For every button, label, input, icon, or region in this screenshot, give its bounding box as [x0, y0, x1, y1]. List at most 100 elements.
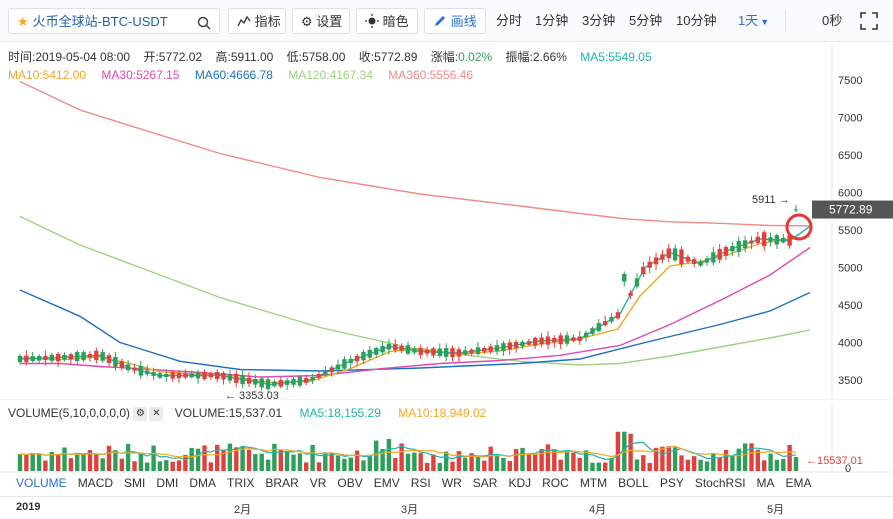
- candle-body: [488, 346, 493, 352]
- ma-lines: [19, 80, 811, 386]
- gear-icon[interactable]: ⚙: [133, 406, 148, 421]
- indicator-tab-emv[interactable]: EMV: [373, 476, 400, 490]
- candle-body: [367, 349, 372, 358]
- indicator-tab-psy[interactable]: PSY: [659, 476, 684, 490]
- ma-legend: MA10:5412.00 MA30:5267.15 MA60:4666.78 M…: [8, 68, 485, 82]
- candle-body: [291, 379, 296, 385]
- candle-body: [698, 261, 703, 266]
- volume-bar: [742, 443, 748, 471]
- info-change-value: 0.02%: [458, 50, 493, 64]
- settings-button[interactable]: ⚙ 设置: [292, 8, 350, 34]
- candle-body: [615, 312, 621, 319]
- candle-body: [259, 378, 264, 388]
- gear-icon: ⚙: [301, 14, 313, 29]
- info-amplitude: 振幅:2.66%: [505, 50, 567, 64]
- draw-button[interactable]: 画线: [424, 8, 486, 34]
- fullscreen-icon[interactable]: [860, 12, 878, 38]
- countdown: 0秒: [822, 13, 843, 28]
- close-icon[interactable]: ✕: [149, 406, 164, 421]
- indicator-tab-volume[interactable]: VOLUME: [16, 476, 67, 490]
- volume-bar: [43, 460, 48, 471]
- volume-bar: [195, 448, 201, 471]
- volume-bar: [628, 433, 633, 471]
- period-5[interactable]: 10分钟: [676, 13, 717, 28]
- candle-body: [87, 354, 93, 358]
- volume-bar: [138, 453, 144, 471]
- indicator-tab-smi[interactable]: SMI: [124, 476, 146, 490]
- indicator-tab-rsi[interactable]: RSI: [410, 476, 431, 490]
- indicator-tab-sar[interactable]: SAR: [472, 476, 498, 490]
- theme-button[interactable]: 暗色: [356, 8, 418, 34]
- volume-bar: [68, 458, 74, 471]
- candle-body: [284, 380, 290, 385]
- symbol-selector[interactable]: ★ 火币全球站-BTC-USDT: [8, 8, 220, 34]
- indicator-tab-ema[interactable]: EMA: [785, 476, 812, 490]
- indicator-tab-dma[interactable]: DMA: [189, 476, 217, 490]
- candle-body: [278, 380, 283, 387]
- candle-body: [787, 235, 792, 246]
- volume-bar: [711, 453, 716, 471]
- candle-body: [56, 353, 61, 362]
- ma10-line: [19, 235, 811, 384]
- period-4[interactable]: 5分钟: [629, 13, 663, 28]
- highlight-circle: [785, 213, 813, 241]
- candle-body: [43, 356, 48, 361]
- indicator-tab-stochrsi[interactable]: StochRSI: [694, 476, 746, 490]
- volume-bar: [418, 453, 423, 471]
- period-2[interactable]: 1分钟: [535, 13, 569, 28]
- indicator-tab-macd[interactable]: MACD: [77, 476, 114, 490]
- volume-bar: [793, 457, 799, 471]
- candle-body: [475, 347, 481, 354]
- candle-body: [138, 365, 144, 376]
- candle-body: [533, 337, 538, 346]
- price-chart[interactable]: 7500 7000 6500 6000 5500 5000 4500 4000 3500 591…: [0, 0, 893, 400]
- candle-body: [774, 235, 780, 245]
- indicator-tab-vr[interactable]: VR: [309, 476, 327, 490]
- indicators-button[interactable]: 指标: [228, 8, 286, 34]
- indicator-tab-brar[interactable]: BRAR: [265, 476, 299, 490]
- price-tick: 7000: [838, 113, 862, 125]
- period-1[interactable]: 分时: [496, 13, 523, 28]
- indicator-tab-mtm[interactable]: MTM: [579, 476, 608, 490]
- volume-bar: [36, 453, 42, 471]
- indicator-tab-dmi[interactable]: DMI: [156, 476, 179, 490]
- volume-bar: [310, 445, 315, 471]
- star-icon[interactable]: ★: [17, 14, 29, 29]
- indicator-tab-trix[interactable]: TRIX: [227, 476, 255, 490]
- indicator-tab-ma[interactable]: MA: [756, 476, 775, 490]
- candle-body: [609, 317, 614, 322]
- volume-bar: [284, 451, 290, 471]
- candle-body: [62, 355, 67, 360]
- candle-body: [36, 356, 42, 361]
- volume-bar: [361, 460, 366, 471]
- candle-body: [272, 381, 277, 387]
- volume-bar: [596, 462, 601, 471]
- indicator-tab-roc[interactable]: ROC: [542, 476, 569, 490]
- toolbar-divider: [785, 10, 786, 32]
- price-tick: 6500: [838, 150, 862, 162]
- candle-body: [151, 371, 156, 376]
- volume-bar: [164, 460, 169, 471]
- indicator-tab-obv[interactable]: OBV: [337, 476, 363, 490]
- candle-body: [24, 355, 29, 362]
- volume-chart[interactable]: ←15537.01 0: [0, 403, 893, 473]
- candle-body: [405, 345, 411, 354]
- high-label: 5911 →: [752, 194, 790, 206]
- volume-bar: [272, 443, 277, 471]
- candle-body: [380, 345, 385, 353]
- candle-body: [520, 341, 525, 347]
- indicator-tab-boll[interactable]: BOLL: [618, 476, 649, 490]
- period-3[interactable]: 3分钟: [582, 13, 616, 28]
- period-dropdown[interactable]: 1天 ▼: [738, 8, 769, 34]
- search-icon[interactable]: [197, 9, 211, 35]
- volume-bar: [202, 445, 207, 471]
- candle-body: [590, 328, 595, 334]
- candle-body: [106, 355, 112, 364]
- symbol-label: 火币全球站-BTC-USDT: [32, 14, 168, 29]
- indicator-tab-kdj[interactable]: KDJ: [508, 476, 532, 490]
- volume-bar: [641, 455, 646, 471]
- indicator-tab-wr[interactable]: WR: [441, 476, 462, 490]
- volume-bar: [501, 457, 506, 471]
- info-change-label: 涨幅:: [430, 50, 459, 64]
- candle-body: [68, 354, 74, 360]
